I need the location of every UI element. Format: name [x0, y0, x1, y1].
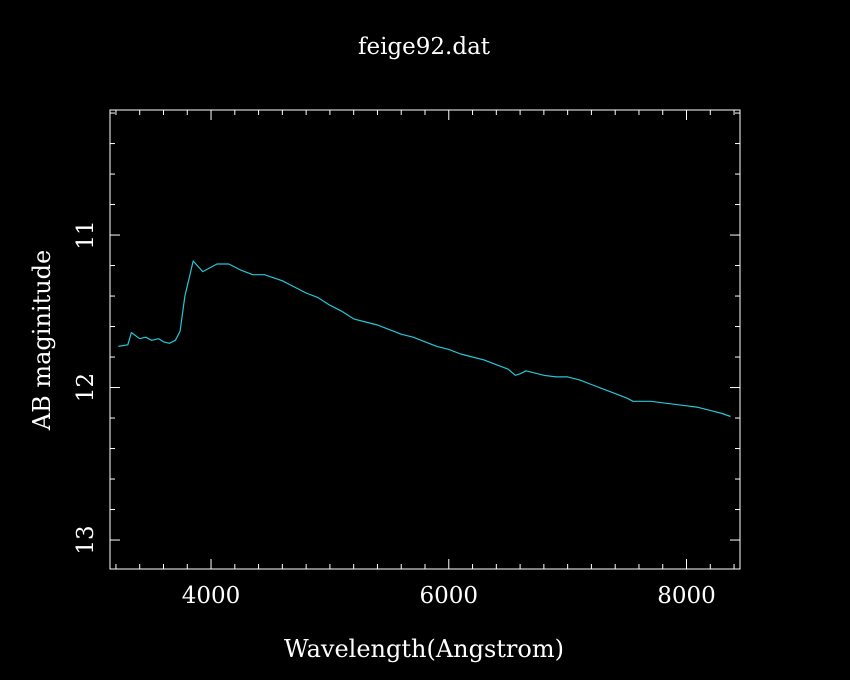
- x-axis-label: Wavelength(Angstrom): [284, 635, 564, 663]
- y-axis-label: AB maginitude: [28, 250, 56, 432]
- y-tick-label: 12: [73, 373, 99, 402]
- y-tick-labels: 11 12 13: [73, 220, 99, 554]
- chart-title: feige92.dat: [358, 34, 491, 60]
- x-tick-label: 4000: [182, 583, 241, 609]
- series-group: [118, 260, 731, 418]
- x-tick-label: 6000: [420, 583, 479, 609]
- series-line: [118, 260, 731, 418]
- x-tick-labels: 4000 6000 8000: [182, 583, 716, 609]
- axis-ticks: [110, 110, 740, 569]
- x-tick-label: 8000: [657, 583, 716, 609]
- y-tick-label: 11: [73, 220, 99, 249]
- y-tick-label: 13: [73, 525, 99, 554]
